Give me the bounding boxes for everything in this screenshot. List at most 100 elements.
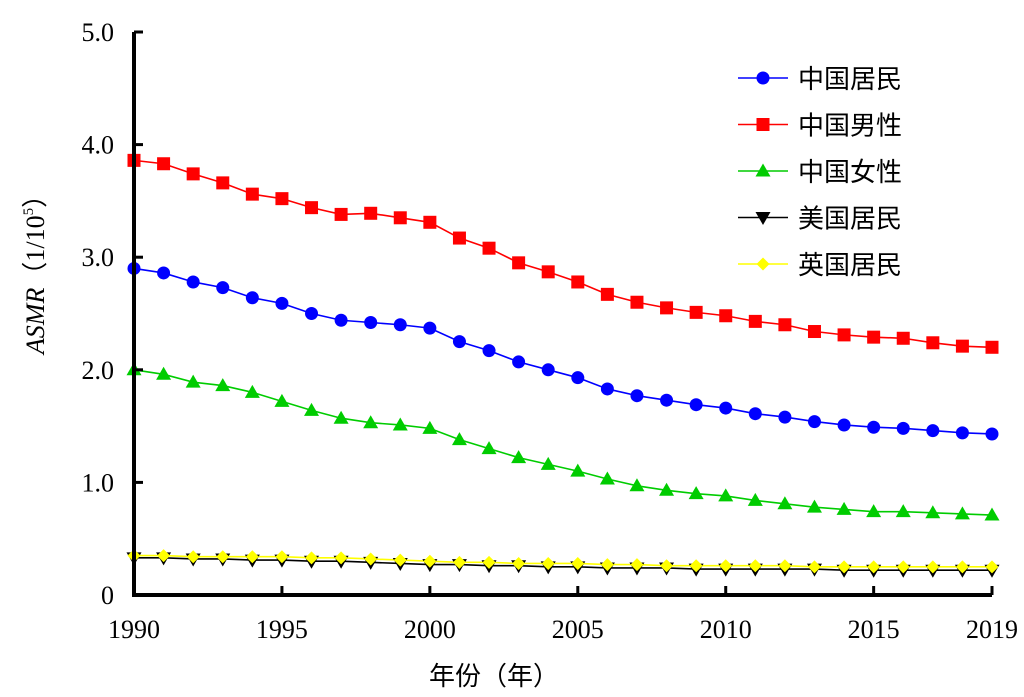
series-0-point — [837, 418, 851, 432]
series-0-point — [985, 427, 999, 441]
series-1-point — [245, 187, 259, 201]
series-1-point — [926, 336, 940, 350]
x-tick-label: 1990 — [108, 615, 160, 644]
series-4-point — [630, 558, 644, 572]
series-4-point — [216, 550, 230, 564]
series-4-point — [452, 555, 466, 569]
series-4-point — [423, 554, 437, 568]
legend-swatch-marker — [756, 71, 770, 85]
series-2-point — [747, 492, 763, 506]
series-line-0 — [133, 267, 993, 435]
series-1-point — [186, 167, 200, 181]
x-tick-label: 2010 — [700, 615, 752, 644]
series-0-point — [512, 355, 526, 369]
series-4-point — [719, 559, 733, 573]
series-4-point — [660, 559, 674, 573]
series-1-point — [867, 330, 881, 344]
x-axis-title: 年份（年） — [429, 662, 559, 692]
series-1-point — [837, 328, 851, 342]
series-4-point — [985, 560, 999, 574]
x-tick-label: 2005 — [552, 615, 604, 644]
series-4-point — [837, 560, 851, 574]
series-4-point — [748, 559, 762, 573]
y-axis-title-main: ASMR — [21, 288, 50, 357]
series-2-point — [363, 415, 379, 429]
y-tick-label: 0 — [101, 581, 114, 610]
legend-label: 中国女性 — [798, 158, 902, 188]
series-0-point — [305, 307, 319, 320]
series-4-point — [186, 550, 200, 564]
series-0-point — [482, 344, 496, 358]
series-1-point — [955, 339, 969, 353]
x-tick-label: 2000 — [404, 615, 456, 644]
series-2-point — [570, 463, 586, 477]
series-0-point — [719, 401, 733, 415]
series-2-point — [422, 420, 438, 434]
series-0-point — [364, 316, 378, 330]
series-4-point — [778, 559, 792, 573]
series-2-point — [659, 482, 675, 496]
series-0-point — [393, 318, 407, 332]
svg-text:ASMR（1/105）: ASMR（1/105） — [21, 182, 51, 356]
series-0-point — [660, 393, 674, 407]
series-0-point — [807, 415, 821, 429]
y-axis-title-exponent: 5 — [21, 208, 37, 216]
series-4-point — [393, 553, 407, 567]
series-1-point — [985, 340, 999, 354]
series-1-point — [216, 176, 230, 190]
y-tick-label: 1.0 — [82, 468, 115, 497]
series-0-point — [245, 291, 259, 305]
series-4-point — [334, 551, 348, 565]
y-axis-title-unit: 1/10 — [21, 215, 50, 261]
series-0-point — [452, 335, 466, 349]
series-2-point — [629, 478, 645, 492]
series-1-point — [334, 207, 348, 221]
series-2-point — [599, 471, 615, 485]
series-4-point — [571, 556, 585, 570]
series-line-4 — [134, 554, 992, 568]
series-0-point — [423, 321, 437, 335]
series-1-point — [157, 157, 171, 171]
series-0-point — [600, 382, 614, 396]
legend-swatch-marker — [755, 212, 771, 225]
series-2-point — [540, 456, 556, 470]
series-1-point — [630, 295, 644, 309]
series-0-point — [157, 266, 171, 280]
series-2-point — [777, 496, 793, 510]
series-0-point — [955, 426, 969, 440]
series-2-point — [392, 417, 408, 431]
series-4-point — [896, 560, 910, 574]
series-4-point — [689, 559, 703, 573]
series-1-point — [689, 305, 703, 319]
series-1-point — [778, 318, 792, 332]
series-2-point — [895, 504, 911, 518]
series-1-point — [275, 192, 289, 206]
series-1-point — [512, 256, 526, 270]
series-4-point — [807, 560, 821, 574]
series-1-point — [305, 201, 319, 215]
series-2-point — [984, 507, 1000, 521]
series-0-point — [689, 398, 703, 412]
y-axis-title-paren-open: （ — [21, 262, 51, 288]
series-2-point — [333, 410, 349, 424]
x-tick-label: 2019 — [966, 615, 1018, 644]
series-2-point — [274, 393, 290, 407]
x-tick-label: 2015 — [848, 615, 900, 644]
y-tick-label: 4.0 — [82, 131, 115, 160]
legend-label: 英国居民 — [798, 251, 902, 281]
y-tick-label: 3.0 — [82, 243, 115, 272]
series-0-point — [748, 407, 762, 421]
series-2-point — [156, 366, 172, 380]
y-tick-label: 5.0 — [82, 18, 115, 47]
series-0-point — [867, 420, 881, 434]
series-line-3 — [134, 557, 992, 572]
series-0-point — [896, 421, 910, 435]
series-4-point — [275, 550, 289, 564]
series-4-point — [955, 560, 969, 574]
series-2-point — [451, 432, 467, 446]
x-axis-ticks: 1990 1995 2000 2005 2010 2015 2019 — [108, 586, 1018, 644]
series-1-point — [600, 287, 614, 301]
series-4-point — [926, 560, 940, 574]
